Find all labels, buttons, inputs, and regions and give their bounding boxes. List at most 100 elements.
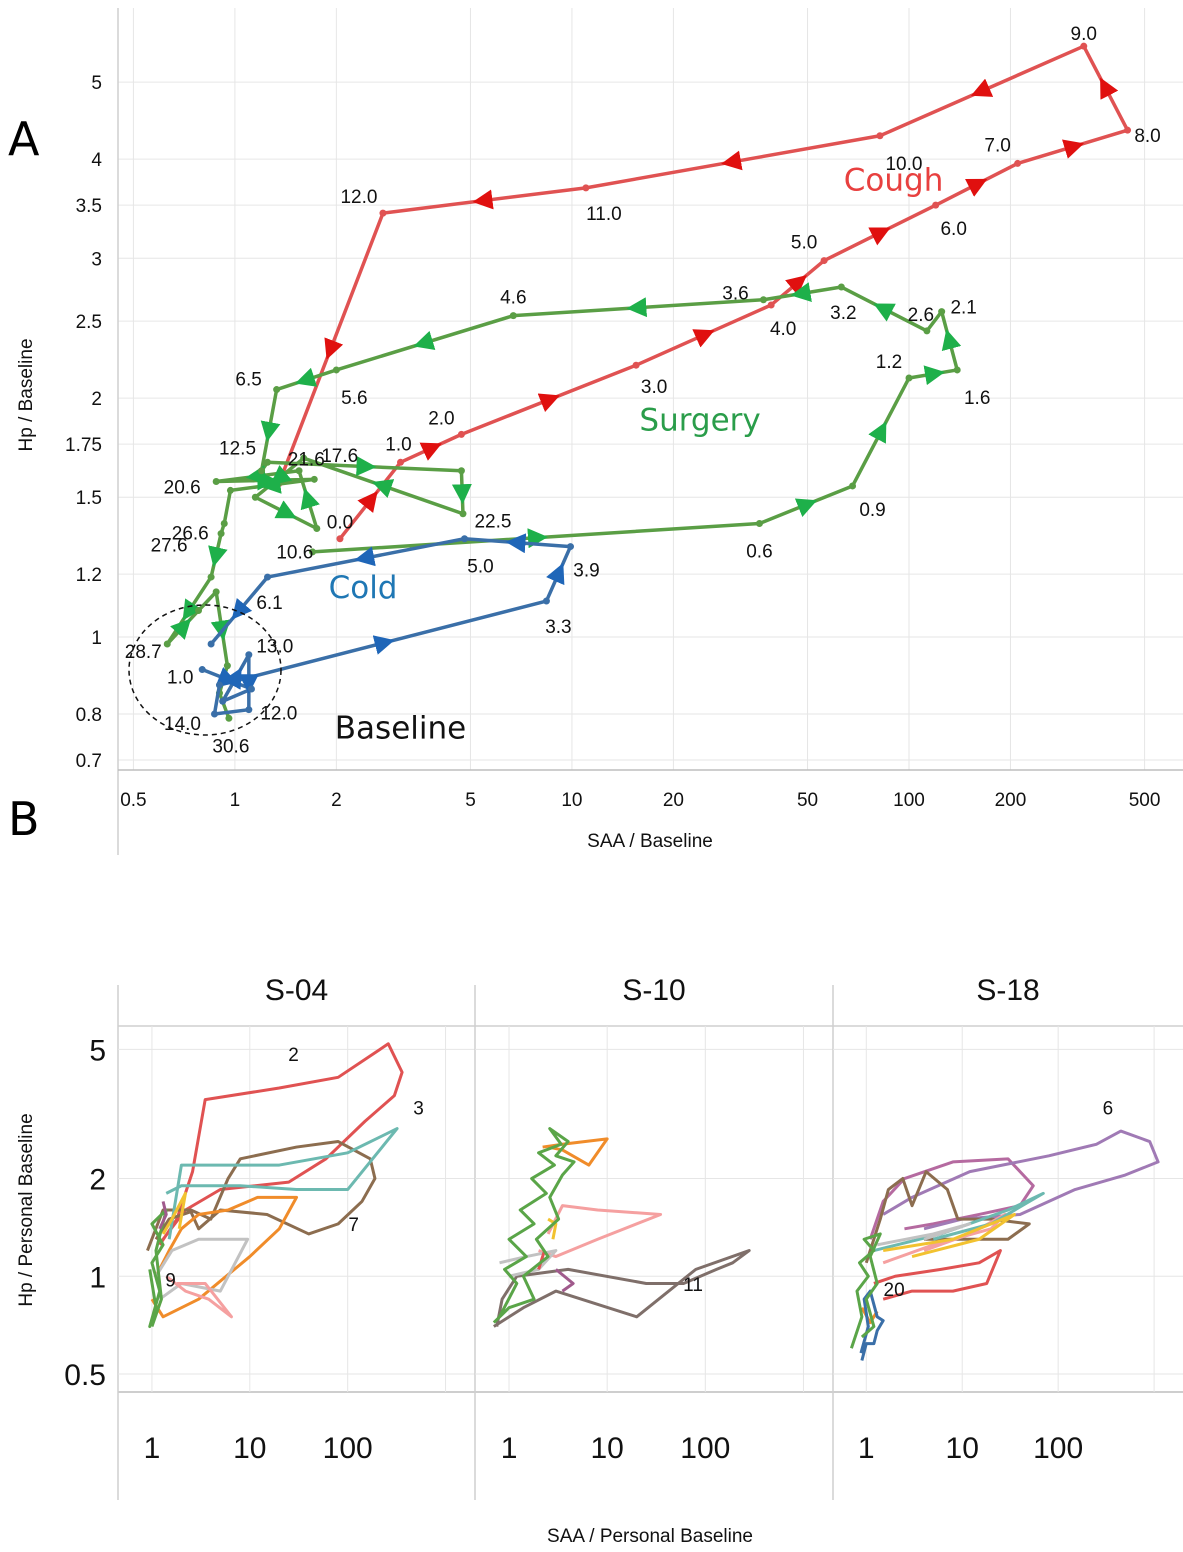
point-label-cough: 3.0 [641, 377, 667, 398]
direction-arrow [324, 337, 344, 360]
data-point [397, 458, 405, 466]
data-point [215, 681, 223, 689]
facet-series-line [492, 1127, 576, 1324]
facet-series-line [158, 1201, 168, 1230]
facet-series-line [873, 1249, 1002, 1301]
data-point [820, 257, 828, 265]
point-label-cough: 6.0 [940, 219, 966, 240]
direction-arrow [372, 635, 395, 655]
data-point [755, 520, 763, 528]
data-point [258, 467, 266, 475]
facet-series-line [554, 1268, 575, 1293]
panel-a-annotations: Cough Surgery Cold Baseline [329, 163, 944, 747]
point-label-cough: 2.0 [428, 408, 454, 429]
facet-x-tick-label: 100 [1033, 1432, 1083, 1465]
direction-arrow [357, 491, 378, 513]
data-point [953, 366, 961, 374]
facet-trajectory-label: 7 [348, 1215, 359, 1236]
facet-series-line [859, 1289, 885, 1361]
panel-b-y-tick-label: 2 [89, 1164, 106, 1197]
point-label-surgery: 27.6 [151, 536, 188, 557]
direction-arrow [231, 597, 253, 620]
facet-title: S-04 [265, 974, 328, 1007]
data-point [459, 510, 467, 518]
point-label-cold: 5.0 [467, 557, 493, 578]
direction-arrow [964, 178, 988, 197]
direction-arrow [260, 473, 282, 494]
direction-arrow [537, 393, 560, 413]
panel-a-x-tick-label: 200 [995, 790, 1027, 811]
direction-arrow [923, 365, 945, 386]
point-label-cough: 4.0 [770, 319, 796, 340]
point-label-cold: 12.0 [260, 704, 297, 725]
point-label-cold: 6.1 [256, 593, 282, 614]
panel-a-y-tick-label: 1.2 [76, 565, 102, 586]
point-label-surgery: 6.5 [235, 370, 261, 391]
direction-arrow [419, 442, 442, 461]
point-label-cough: 0.0 [327, 513, 353, 534]
direction-arrow [790, 282, 812, 302]
facet-s-04: 1 10 100 0.5 1 2 5 S-04 2 3 7 9 [64, 974, 475, 1465]
direction-arrow [371, 479, 395, 499]
direction-arrow [1062, 139, 1085, 159]
panel-a-y-tick-label: 4 [91, 150, 102, 171]
direction-arrow [208, 545, 228, 568]
facet-x-tick-label: 1 [501, 1432, 518, 1465]
direction-arrow [873, 303, 896, 322]
annotation-cough: Cough [844, 163, 944, 199]
point-label-surgery: 2.6 [908, 305, 934, 326]
facet-x-tick-label: 100 [680, 1432, 730, 1465]
data-point [251, 493, 259, 501]
panel-a-y-label: Hp / Baseline [16, 338, 37, 451]
facet-series-line [864, 1170, 1031, 1264]
panel-a-y-tick-label: 1.75 [65, 435, 102, 456]
point-label-surgery: 21.6 [288, 449, 325, 470]
point-label-surgery: 30.6 [212, 736, 249, 757]
point-label-surgery: 26.6 [172, 524, 209, 545]
facet-trajectory-label: 3 [413, 1098, 424, 1119]
panel-a-y-tick-label: 2 [91, 389, 102, 410]
data-point [582, 184, 590, 192]
data-point [211, 710, 219, 718]
panel-a-x-label: SAA / Baseline [587, 831, 713, 852]
panel-a-series [163, 42, 1132, 722]
facet-trajectory-label: 11 [683, 1275, 703, 1296]
point-label-cold: 14.0 [164, 714, 201, 735]
data-point [195, 607, 203, 615]
panel-a-y-tick-label: 0.8 [76, 705, 102, 726]
data-point [313, 525, 321, 533]
annotation-cold: Cold [329, 570, 398, 606]
data-point [566, 543, 574, 551]
data-point [264, 573, 272, 581]
series-line-cough [277, 44, 1130, 540]
data-point [542, 597, 550, 605]
facet-title: S-10 [622, 974, 685, 1007]
data-point [457, 467, 465, 475]
point-label-cough: 11.0 [586, 204, 622, 225]
facet-series-line [860, 1306, 879, 1325]
panel-a-letter: A [8, 112, 40, 166]
point-label-surgery: 10.6 [276, 543, 313, 564]
panel-b-frame [117, 985, 1183, 1500]
facet-trajectory-label: 20 [884, 1280, 905, 1301]
panel-a: 0.5 1 2 5 10 20 50 100 200 5000.70.811.21.51.7522… [8, 8, 1183, 855]
panel-a-ticks: 0.5 1 2 5 10 20 50 100 200 5000.70.811.21.51.7522… [65, 73, 1160, 811]
point-label-surgery: 22.5 [474, 512, 511, 533]
panel-b-y-label: Hp / Personal Baseline [16, 1113, 37, 1306]
panel-a-x-tick-label: 20 [663, 790, 684, 811]
data-point [461, 535, 469, 543]
data-point [217, 530, 225, 538]
data-point [212, 478, 220, 486]
point-label-cold: 3.3 [545, 617, 571, 638]
direction-arrow [970, 78, 994, 97]
facet-series-line [165, 1127, 399, 1240]
direction-arrow [794, 498, 818, 517]
point-label-surgery: 3.2 [830, 303, 856, 324]
direction-arrow [245, 465, 267, 486]
panel-a-y-tick-label: 2.5 [76, 312, 102, 333]
data-point [245, 651, 253, 659]
point-label-cold: 1.0 [167, 668, 193, 689]
panel-b-y-tick-label: 1 [89, 1261, 106, 1294]
direction-arrow [295, 367, 318, 387]
